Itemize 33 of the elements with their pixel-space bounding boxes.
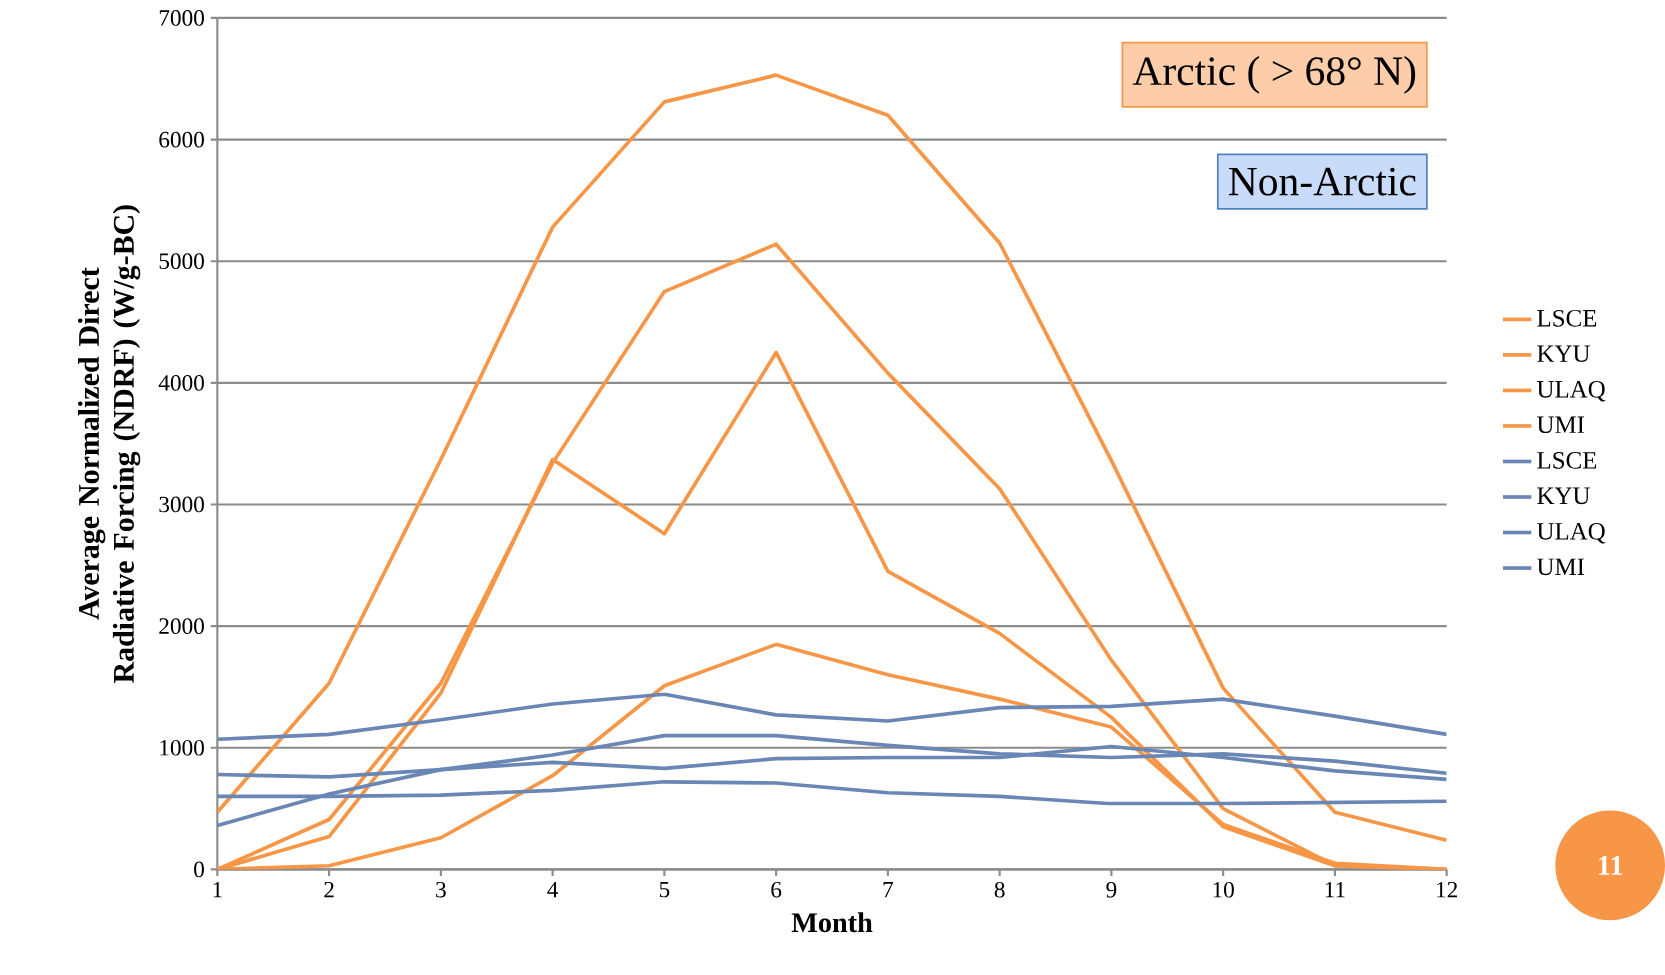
x-tick-label: 11: [1325, 881, 1345, 898]
annotation: Arctic ( > 68° N): [1132, 55, 1416, 94]
x-tick-label: 5: [659, 881, 670, 898]
y-tick-label: 2000: [159, 618, 204, 634]
legend-label: LSCE: [1537, 451, 1597, 469]
y-tick-label: 3000: [159, 496, 204, 513]
text: 11: [1599, 856, 1623, 875]
x-tick-label: 8: [994, 881, 1005, 898]
y-tick-label: 5000: [159, 253, 204, 270]
legend-label: ULAQ: [1537, 380, 1606, 402]
y-tick-label: 1000: [160, 739, 204, 756]
y-tick-label: 6000: [159, 131, 204, 148]
y-axis-title: Average Normalized Direct Radiative Forcing (NDRF) (W/g-BC): [77, 205, 141, 683]
legend-label: KYU: [1537, 487, 1590, 505]
x-tick-label: 1: [213, 881, 222, 898]
y-tick-label: 4000: [158, 374, 204, 391]
y-tick-label: 7000: [159, 10, 204, 26]
x-tick-label: 3: [436, 881, 446, 898]
x-tick-label: 6: [771, 881, 782, 898]
x-tick-label: 9: [1106, 881, 1117, 898]
x-axis-title: Month: [791, 912, 873, 933]
legend-label: KYU: [1537, 345, 1590, 363]
x-tick-label: 2: [324, 881, 334, 898]
x-tick-label: 10: [1213, 881, 1234, 898]
x-tick-label: 4: [547, 881, 559, 898]
annotation: Non-Arctic: [1228, 167, 1416, 196]
x-tick-label: 7: [883, 881, 894, 898]
legend-label: UMI: [1537, 558, 1585, 576]
y-tick-label: 0: [194, 861, 204, 878]
x-tick-label: 12: [1437, 881, 1458, 898]
legend-label: UMI: [1537, 416, 1585, 434]
legend-label: LSCE: [1537, 309, 1597, 327]
legend-label: ULAQ: [1537, 522, 1606, 544]
